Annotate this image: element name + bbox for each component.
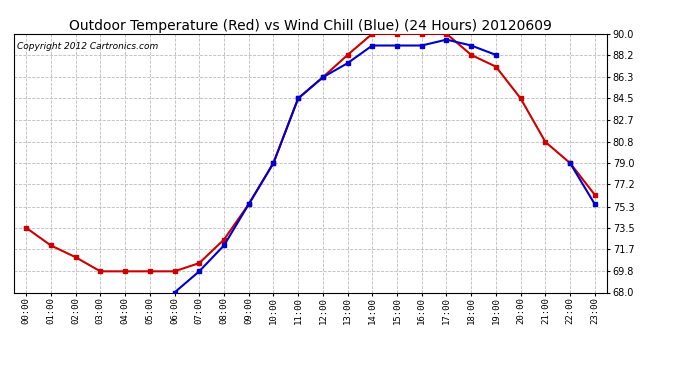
Text: Copyright 2012 Cartronics.com: Copyright 2012 Cartronics.com — [17, 42, 158, 51]
Title: Outdoor Temperature (Red) vs Wind Chill (Blue) (24 Hours) 20120609: Outdoor Temperature (Red) vs Wind Chill … — [69, 19, 552, 33]
